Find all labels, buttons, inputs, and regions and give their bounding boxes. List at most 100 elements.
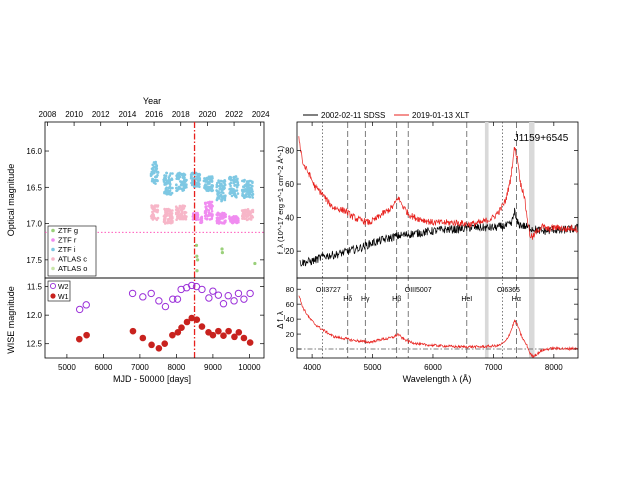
- w2-point: [224, 292, 232, 300]
- optical-point: [175, 186, 178, 190]
- optical-point: [246, 214, 250, 218]
- optical-point: [171, 172, 174, 175]
- optical-point: [179, 212, 183, 216]
- w2-point: [214, 291, 223, 299]
- optical-point: [167, 189, 170, 193]
- year-tick-label: 2020: [198, 110, 216, 119]
- optical-point: [204, 184, 207, 188]
- optical-point: [165, 208, 169, 211]
- optical-point: [247, 193, 251, 197]
- optical-point: [171, 209, 174, 212]
- optical-point: [197, 183, 200, 186]
- w2-point: [128, 289, 137, 298]
- optical-point: [207, 177, 210, 181]
- emission-line-label: OII3727: [316, 287, 341, 294]
- optical-legend-marker: [51, 228, 55, 233]
- w1-point: [155, 344, 163, 352]
- w2-point: [205, 294, 213, 302]
- optical-point: [207, 201, 210, 204]
- mjd-tick-label: 7000: [131, 363, 149, 372]
- w1-point: [129, 327, 137, 335]
- optical-point: [216, 220, 219, 224]
- optical-point: [189, 177, 193, 180]
- optical-point: [250, 209, 254, 212]
- optical-point: [153, 209, 157, 213]
- optical-point: [211, 176, 214, 180]
- w1-point: [76, 335, 83, 343]
- emission-line-label: Hγ: [361, 296, 370, 303]
- optical-point: [166, 179, 169, 183]
- optical-point: [246, 210, 250, 213]
- w2-point: [209, 287, 217, 295]
- w2-point: [169, 295, 177, 303]
- spectrum-data-layer: [298, 122, 579, 358]
- mjd-tick-label: 6000: [95, 363, 113, 372]
- optical-point: [248, 179, 251, 183]
- spectrum-y-tick-label: 80: [285, 147, 294, 156]
- optical-point: [206, 214, 209, 218]
- optical-point: [240, 188, 244, 192]
- optical-point: [154, 179, 158, 182]
- optical-y-tick-label: 16.5: [26, 183, 42, 192]
- emission-line-label: HeI: [461, 296, 472, 303]
- year-tick-label: 2010: [65, 110, 83, 119]
- optical-point: [236, 192, 240, 195]
- optical-point: [210, 210, 214, 213]
- optical-point: [154, 167, 157, 170]
- optical-point: [230, 219, 234, 223]
- year-tick-label: 2022: [225, 110, 243, 119]
- optical-point: [164, 221, 168, 225]
- optical-point: [155, 204, 158, 207]
- optical-point: [231, 221, 234, 225]
- optical-point: [204, 217, 207, 220]
- optical-point: [167, 176, 171, 179]
- w1-point: [161, 340, 169, 348]
- optical-point: [152, 165, 156, 168]
- optical-point: [196, 181, 200, 184]
- w1-point: [246, 339, 254, 346]
- optical-y-tick-label: 17.5: [26, 256, 42, 265]
- optical-point: [168, 193, 172, 196]
- optical-point: [233, 192, 236, 196]
- optical-point: [244, 188, 247, 191]
- optical-point: [232, 176, 235, 179]
- optical-point: [200, 220, 204, 224]
- optical-point: [181, 189, 184, 192]
- optical-point: [242, 213, 245, 217]
- sdss-spectrum-line: [299, 207, 579, 267]
- optical-point: [168, 221, 171, 224]
- optical-point: [163, 218, 167, 221]
- optical-point: [229, 181, 233, 185]
- optical-point: [181, 215, 185, 219]
- optical-point: [234, 195, 237, 198]
- optical-legend-marker: [51, 238, 55, 242]
- wise-y-ticks: 11.5 12.0 12.5: [26, 283, 264, 349]
- optical-point: [194, 171, 198, 175]
- w2-point: [82, 301, 90, 309]
- wise-y-tick-label: 11.5: [27, 283, 43, 292]
- optical-point: [250, 194, 254, 197]
- optical-point: [220, 199, 224, 202]
- emission-line-label: Hβ: [392, 296, 401, 303]
- emission-line-label: OIII5007: [405, 287, 432, 294]
- optical-point: [180, 208, 183, 211]
- wise-y-tick-label: 12.0: [26, 311, 42, 320]
- optical-point: [234, 175, 237, 179]
- w2-point: [177, 285, 185, 294]
- difference-y-tick-label: 40: [286, 315, 294, 324]
- optical-point: [200, 217, 204, 220]
- optical-point: [166, 218, 170, 221]
- optical-point: [171, 219, 174, 223]
- optical-point: [220, 191, 223, 194]
- optical-point: [230, 194, 234, 198]
- optical-point: [190, 174, 193, 178]
- optical-point: [251, 184, 254, 188]
- optical-point: [170, 191, 174, 195]
- optical-point: [224, 213, 227, 216]
- optical-point: [204, 180, 207, 183]
- optical-point: [196, 178, 199, 181]
- difference-y-tick-label: 60: [286, 300, 294, 309]
- telluric-band: [529, 122, 535, 358]
- optical-point: [183, 211, 187, 214]
